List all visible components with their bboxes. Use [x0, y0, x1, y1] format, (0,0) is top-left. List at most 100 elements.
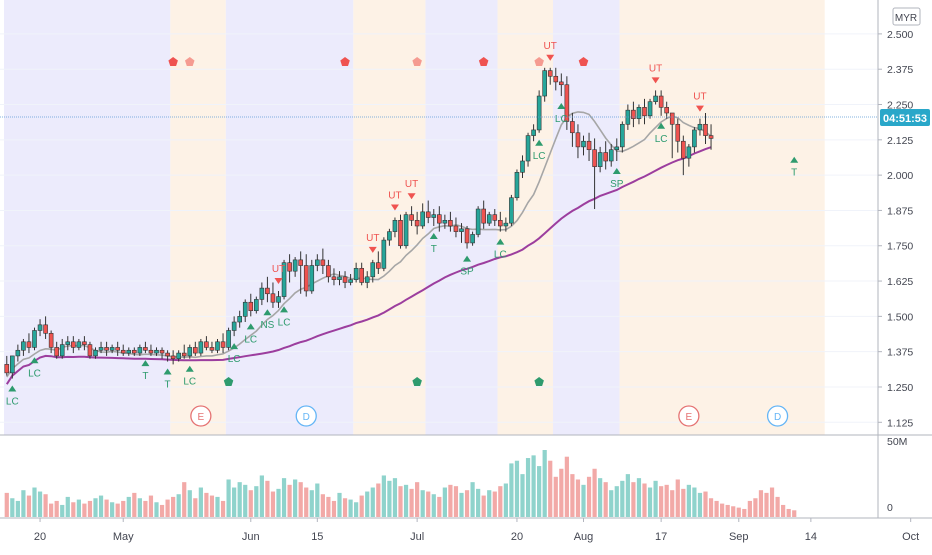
candle-body-82 — [459, 228, 464, 232]
volume-bar-31 — [176, 494, 181, 517]
candle-body-50 — [281, 262, 287, 297]
signal-label-2: T — [142, 371, 148, 382]
volume-bar-57 — [320, 494, 325, 517]
candle-body-125 — [697, 123, 703, 131]
candle-body-65 — [364, 276, 370, 283]
time-tick-label-5: 20 — [511, 531, 523, 543]
candle-body-115 — [642, 107, 647, 117]
volume-bar-51 — [287, 484, 292, 517]
candle-body-60 — [337, 276, 342, 280]
time-tick-label-3: 15 — [311, 531, 323, 543]
volume-bar-133 — [742, 508, 747, 517]
candle-body-111 — [620, 123, 625, 148]
event-marker-2[interactable] — [678, 405, 700, 427]
volume-bar-131 — [731, 506, 736, 517]
candle-body-10 — [59, 344, 65, 357]
candle-body-53 — [298, 259, 303, 266]
volume-bar-79 — [442, 487, 447, 517]
volume-bar-14 — [82, 503, 87, 517]
volume-bar-112 — [625, 474, 630, 517]
candle-body-54 — [303, 265, 309, 292]
volume-bar-120 — [670, 490, 675, 517]
candle-body-12 — [71, 341, 76, 348]
volume-bar-76 — [426, 491, 431, 517]
signal-label-23: T — [791, 168, 797, 179]
volume-bar-99 — [553, 476, 558, 517]
candlesticks[interactable] — [4, 67, 714, 379]
volume-bar-59 — [331, 500, 337, 517]
volume-bar-123 — [686, 484, 691, 517]
signal-arrow-up-7 — [263, 309, 272, 316]
candle-body-40 — [226, 330, 231, 348]
volume-bar-69 — [387, 480, 392, 517]
candle-body-71 — [398, 220, 403, 247]
candle-body-112 — [625, 109, 631, 125]
candle-body-104 — [581, 140, 586, 148]
volume-bar-84 — [470, 482, 475, 517]
candle-body-89 — [498, 220, 503, 227]
volume-bar-97 — [542, 450, 547, 517]
candle-body-84 — [470, 234, 475, 244]
candle-body-106 — [592, 149, 597, 167]
volume-bar-134 — [747, 500, 752, 517]
signal-label-11: UT — [388, 191, 401, 202]
volume-bar-33 — [187, 490, 192, 517]
volume-bar-106 — [592, 468, 597, 517]
volume-bar-107 — [598, 478, 603, 517]
volume-axis-ticks: 50M 0 — [887, 436, 907, 514]
candle-body-16 — [93, 349, 98, 357]
volume-bar-85 — [476, 488, 481, 517]
candle-body-114 — [636, 107, 642, 119]
volume-bar-116 — [647, 487, 653, 517]
event-marker-3[interactable] — [766, 405, 789, 427]
time-tick-label-6: Aug — [574, 531, 594, 543]
event-marker-1[interactable] — [295, 405, 317, 427]
volume-bar-88 — [492, 491, 497, 517]
candle-body-24 — [137, 347, 143, 354]
volume-bar-122 — [681, 488, 686, 517]
candle-body-105 — [586, 140, 592, 151]
candle-body-0 — [4, 364, 10, 374]
candle-body-74 — [414, 220, 420, 227]
volume-bar-1 — [10, 498, 15, 517]
candle-body-69 — [387, 231, 392, 241]
volume-bar-128 — [714, 500, 719, 517]
candle-body-58 — [326, 265, 331, 278]
last-price-timer: 04:51:53 — [883, 113, 927, 125]
price-tick-label-0: 2.500 — [887, 29, 913, 41]
signal-label-22: UT — [693, 92, 706, 103]
candle-body-109 — [608, 149, 614, 162]
candle-body-42 — [237, 316, 242, 323]
volume-bar-137 — [764, 492, 769, 517]
volume-bar-8 — [49, 503, 54, 517]
volume-bar-13 — [76, 499, 81, 517]
candle-body-77 — [431, 214, 437, 218]
volume-bar-103 — [575, 479, 581, 517]
volume-bar-141 — [786, 508, 791, 517]
price-tick-label-10: 1.250 — [887, 382, 913, 394]
candle-body-117 — [653, 95, 658, 102]
candle-body-29 — [165, 352, 170, 357]
candle-body-48 — [270, 293, 276, 303]
event-label-3: D — [774, 412, 781, 423]
candle-body-103 — [575, 132, 581, 148]
volume-bar-6 — [37, 491, 43, 517]
volume-bar-140 — [781, 504, 786, 517]
currency-badge[interactable]: MYR — [892, 7, 921, 26]
volume-bar-72 — [403, 484, 409, 517]
volume-bar-11 — [65, 496, 70, 517]
event-marker-0[interactable] — [190, 405, 212, 427]
volume-bar-24 — [137, 498, 142, 517]
signal-label-12: UT — [405, 179, 418, 190]
volume-bar-58 — [326, 496, 331, 517]
signal-label-19: SP — [610, 179, 624, 190]
ma-slow-line — [5, 146, 712, 385]
candle-body-96 — [536, 95, 542, 131]
volume-bar-114 — [636, 478, 642, 517]
candle-body-76 — [425, 211, 431, 218]
signal-label-8: LC — [278, 317, 291, 328]
bottom-pentagon-1 — [412, 377, 422, 386]
